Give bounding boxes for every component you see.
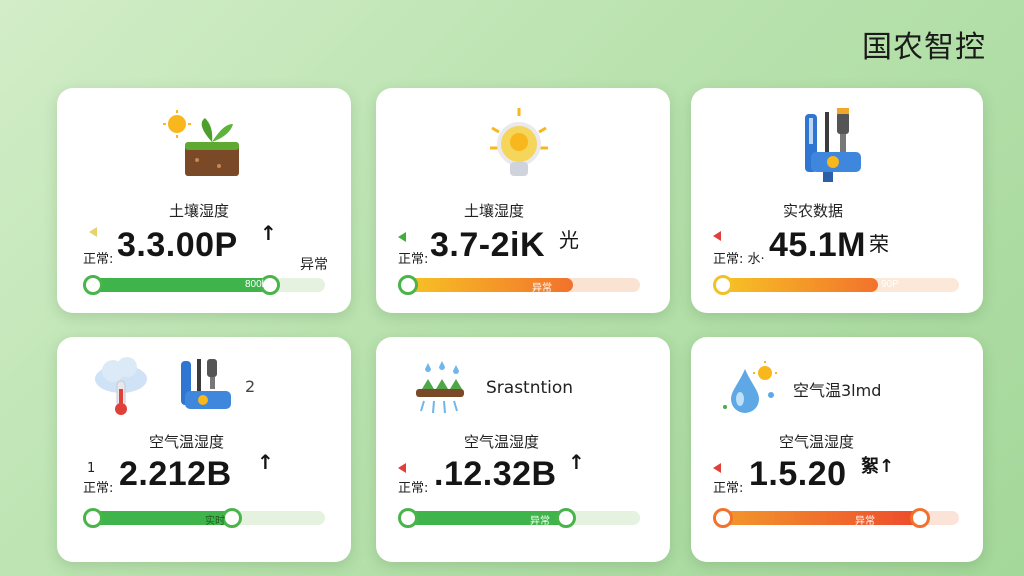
progress-handle[interactable]: [221, 508, 242, 528]
card-title: 土壤湿度: [169, 202, 230, 220]
progress-track: 800k: [83, 275, 325, 295]
sensor-card-humidity[interactable]: 空气温3lmd 空气温湿度 正常: 1.5.20 絮↑ 异常: [691, 337, 983, 562]
light-bulb-icon: [490, 108, 548, 176]
progress-start-knob: [713, 275, 733, 295]
bar-label: 90P: [881, 279, 899, 290]
card-title: 空气温湿度: [464, 433, 540, 451]
status-label: 正常:: [398, 481, 429, 496]
status-label: 正常:: [83, 481, 114, 496]
trend-indicator: 1: [87, 461, 96, 476]
progress-start-knob: [713, 508, 733, 528]
sensor-value: .12.32B: [434, 455, 557, 493]
bar-label: 异常: [532, 283, 552, 294]
bar-label: 异常: [530, 516, 550, 527]
sensor-card-irrigation[interactable]: Srastntion 空气温湿度 正常: .12.32B ↑ 异常: [376, 337, 670, 562]
progress-handle[interactable]: [556, 508, 576, 528]
card-title: 空气温湿度: [149, 433, 225, 451]
card-title: 实农数据: [783, 202, 844, 220]
unit-label: 荣: [869, 232, 889, 256]
progress-track: 异常: [398, 508, 640, 528]
trend-marker: [398, 463, 406, 473]
progress-start-knob: [398, 275, 418, 295]
progress-start-knob: [83, 275, 103, 295]
trend-marker: [89, 227, 97, 237]
sensor-value: 3.7-2iK: [430, 226, 545, 264]
bar-label: 异常: [855, 516, 875, 527]
bar-label: 实时: [205, 516, 225, 527]
sensor-value: 1.5.20: [749, 455, 847, 493]
status-label: 正常:: [713, 481, 744, 496]
status-label: 正常:: [83, 252, 114, 267]
progress-fill: [400, 511, 568, 525]
unit-label: 光: [559, 228, 579, 252]
progress-track: 实时: [83, 508, 325, 528]
sensor-value: 3.3.00P: [117, 226, 238, 264]
sensor-card-soil-moisture[interactable]: 土壤湿度 正常: 3.3.00P ↑ 异常 800k: [57, 88, 351, 313]
progress-handle[interactable]: [910, 508, 931, 528]
trend-marker: [713, 463, 721, 473]
trend-arrow: ↑: [568, 450, 585, 474]
progress-start-knob: [398, 508, 418, 528]
card-title: 土壤湿度: [464, 202, 525, 220]
sensor-card-farm-data[interactable]: 实农数据 正常: 水· 45.1M 荣 90P: [691, 88, 983, 313]
progress-handle[interactable]: [260, 275, 281, 295]
progress-track: 异常: [713, 508, 959, 528]
progress-fill: [85, 278, 273, 292]
sensor-probe-icon: [805, 108, 861, 182]
card-title: 空气温湿度: [779, 433, 855, 451]
progress-fill: [715, 278, 879, 292]
sensor-value: 2.212B: [119, 455, 232, 493]
trend-marker: [398, 232, 406, 242]
sprinkler-plants-icon: [416, 361, 464, 414]
trend-arrow: ↑: [260, 221, 277, 245]
app-title: 国农智控: [862, 30, 986, 65]
sensor-count: 2: [245, 377, 256, 396]
cloud-thermometer-icon: [95, 357, 147, 415]
trend-arrow: ↑: [257, 450, 274, 474]
water-drop-sun-icon: [723, 361, 777, 413]
card-header-label: 空气温3lmd: [793, 381, 882, 400]
trend-arrow: 絮↑: [861, 456, 895, 477]
progress-track: 90P: [713, 275, 959, 295]
progress-track: 异常: [398, 275, 640, 295]
sensor-card-air-climate[interactable]: 2 空气温湿度 1 正常: 2.212B ↑ 实时: [57, 337, 351, 562]
sensor-card-light[interactable]: 土壤湿度 正常: 3.7-2iK 光 异常: [376, 88, 670, 313]
progress-fill: [400, 278, 573, 292]
status-label: 正常: 水·: [713, 252, 765, 267]
bar-label: 800k: [245, 279, 267, 290]
card-header-label: Srastntion: [486, 378, 574, 398]
progress-start-knob: [83, 508, 103, 528]
progress-fill: [85, 511, 234, 525]
sensor-probe-icon: [181, 359, 231, 409]
side-status: 异常: [300, 257, 328, 273]
soil-plant-icon: [163, 110, 239, 176]
sensor-value: 45.1M: [769, 226, 866, 264]
status-label: 正常:: [398, 252, 429, 267]
progress-fill: [715, 511, 923, 525]
trend-marker: [713, 231, 721, 241]
